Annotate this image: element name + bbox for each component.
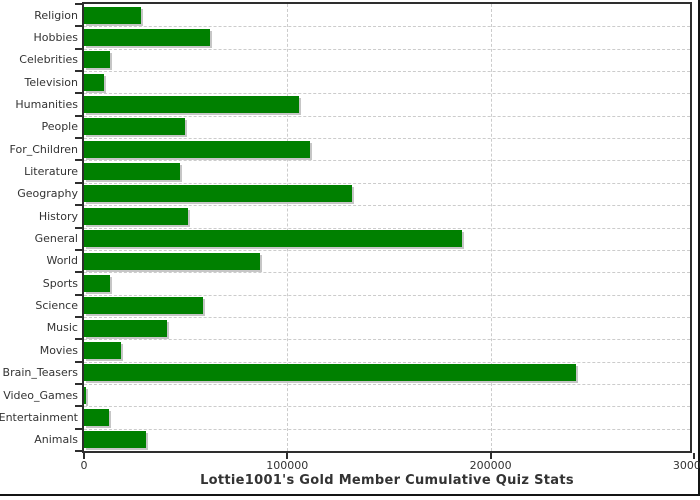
horizontal-gridline — [84, 339, 690, 341]
x-tick-label: 300000 — [672, 459, 700, 472]
y-axis-tick — [75, 271, 82, 274]
y-axis-tick — [75, 405, 82, 408]
horizontal-gridline — [84, 272, 690, 274]
bar-religion — [84, 6, 141, 24]
x-tick-label: 200000 — [469, 459, 512, 472]
bar-geography — [84, 185, 353, 203]
category-label-religion: Religion — [34, 8, 78, 22]
x-axis-tick — [83, 453, 85, 459]
y-axis-tick — [75, 248, 82, 251]
y-axis-tick — [75, 315, 82, 318]
vertical-gridline — [287, 4, 289, 451]
category-label-television: Television — [24, 75, 79, 89]
y-axis-tick — [75, 204, 82, 207]
horizontal-gridline — [84, 249, 690, 251]
horizontal-gridline — [84, 115, 690, 117]
category-label-humanities: Humanities — [15, 98, 78, 112]
category-label-people: People — [41, 120, 78, 134]
horizontal-gridline — [84, 160, 690, 162]
image-border-bottom — [0, 494, 700, 496]
horizontal-gridline — [84, 182, 690, 184]
x-axis-tick — [286, 453, 289, 459]
y-axis-tick — [75, 293, 82, 296]
x-axis-tick — [489, 453, 492, 459]
bar-movies — [84, 341, 121, 359]
chart-title: Lottie1001's Gold Member Cumulative Quiz… — [200, 473, 574, 488]
horizontal-gridline — [84, 361, 690, 363]
bar-television — [84, 73, 105, 91]
bar-hobbies — [84, 29, 211, 47]
x-tick-label: 0 — [80, 459, 88, 472]
horizontal-gridline — [84, 48, 690, 50]
bar-people — [84, 118, 185, 136]
bar-video_games — [84, 386, 87, 404]
y-axis-tick — [75, 25, 82, 28]
bar-world — [84, 252, 260, 270]
horizontal-gridline — [84, 383, 690, 385]
category-label-hobbies: Hobbies — [33, 31, 78, 45]
category-label-general: General — [34, 232, 78, 246]
bar-humanities — [84, 96, 300, 114]
horizontal-gridline — [84, 71, 690, 73]
category-label-celebrities: Celebrities — [19, 53, 78, 67]
y-axis-tick — [75, 159, 82, 162]
horizontal-gridline — [84, 227, 690, 229]
category-label-for_children: For_Children — [9, 142, 78, 156]
bar-entertainment — [84, 408, 109, 426]
y-axis-tick — [75, 3, 82, 5]
x-tick-label: 100000 — [266, 459, 309, 472]
category-label-literature: Literature — [24, 165, 78, 179]
horizontal-gridline — [84, 26, 690, 28]
x-axis-tick — [692, 453, 695, 459]
y-axis-tick — [75, 450, 82, 452]
vertical-gridline — [490, 4, 492, 451]
horizontal-gridline — [84, 316, 690, 318]
horizontal-gridline — [84, 428, 690, 430]
y-axis-tick — [75, 226, 82, 229]
y-axis-tick — [75, 92, 82, 95]
category-label-movies: Movies — [39, 343, 78, 357]
y-axis-tick — [75, 70, 82, 73]
horizontal-gridline — [84, 93, 690, 95]
horizontal-gridline — [84, 294, 690, 296]
y-axis-tick — [75, 427, 82, 430]
bar-brain_teasers — [84, 364, 576, 382]
category-label-history: History — [38, 209, 78, 223]
y-axis-tick — [75, 137, 82, 140]
bar-general — [84, 230, 463, 248]
category-label-sports: Sports — [42, 276, 78, 290]
y-axis-tick — [75, 360, 82, 363]
bar-sports — [84, 274, 111, 292]
y-axis-tick — [75, 114, 82, 117]
category-label-brain_teasers: Brain_Teasers — [2, 366, 78, 380]
bar-history — [84, 207, 188, 225]
category-label-geography: Geography — [17, 187, 78, 201]
bar-for_children — [84, 140, 310, 158]
category-label-entertainment: Entertainment — [0, 410, 78, 424]
category-label-world: World — [46, 254, 78, 268]
bar-celebrities — [84, 51, 111, 69]
category-label-animals: Animals — [34, 433, 78, 447]
bar-science — [84, 297, 203, 315]
category-label-video_games: Video_Games — [3, 388, 78, 402]
y-axis-tick — [75, 382, 82, 385]
y-axis-tick — [75, 181, 82, 184]
bar-music — [84, 319, 168, 337]
y-axis-category-labels: Religion Hobbies Celebrities Television Huma… — [0, 4, 78, 451]
bar-animals — [84, 431, 147, 449]
category-label-science: Science — [35, 299, 78, 313]
plot-area — [82, 2, 692, 453]
horizontal-gridline — [84, 406, 690, 408]
horizontal-gridline — [84, 205, 690, 207]
bar-literature — [84, 163, 180, 181]
y-axis-tick — [75, 338, 82, 341]
y-axis-tick — [75, 47, 82, 50]
image-border-right — [698, 0, 700, 496]
horizontal-gridline — [84, 138, 690, 140]
category-label-music: Music — [46, 321, 78, 335]
